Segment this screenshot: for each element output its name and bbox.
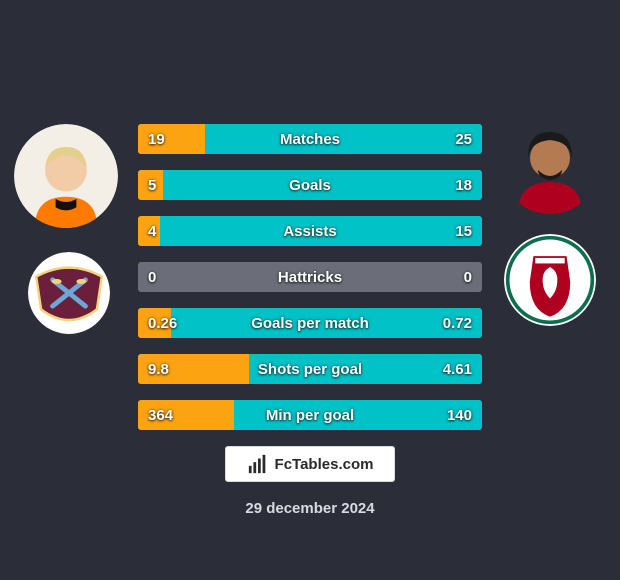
stat-label: Hattricks bbox=[138, 262, 482, 292]
value-left: 364 bbox=[138, 400, 183, 430]
value-right: 18 bbox=[445, 170, 482, 200]
stat-row-goals: Goals5 18 bbox=[138, 170, 482, 200]
value-left: 0 bbox=[138, 262, 166, 292]
stat-label: Assists bbox=[138, 216, 482, 246]
value-right: 4.61 bbox=[433, 354, 482, 384]
value-left: 9.8 bbox=[138, 354, 179, 384]
comparison-card: Jarrod Bowen vs Mohamed Salah Club compe… bbox=[0, 0, 620, 580]
stat-label: Matches bbox=[138, 124, 482, 154]
bars-icon bbox=[247, 453, 269, 475]
value-left: 5 bbox=[138, 170, 166, 200]
stat-label: Goals bbox=[138, 170, 482, 200]
value-right: 15 bbox=[445, 216, 482, 246]
value-right: 0 bbox=[454, 262, 482, 292]
player-left-avatar bbox=[14, 124, 118, 228]
value-left: 19 bbox=[138, 124, 175, 154]
stat-row-matches: Matches19 25 bbox=[138, 124, 482, 154]
stat-row-goals_per_match: Goals per match0.26 0.72 bbox=[138, 308, 482, 338]
stat-row-shots_per_goal: Shots per goal9.8 4.61 bbox=[138, 354, 482, 384]
player-right-avatar bbox=[500, 114, 600, 214]
stat-label: Goals per match bbox=[138, 308, 482, 338]
value-right: 0.72 bbox=[433, 308, 482, 338]
club-right-badge bbox=[504, 234, 596, 326]
club-left-badge bbox=[28, 252, 110, 334]
site-name: FcTables.com bbox=[275, 456, 374, 473]
value-right: 25 bbox=[445, 124, 482, 154]
stat-label: Min per goal bbox=[138, 400, 482, 430]
stat-row-assists: Assists4 15 bbox=[138, 216, 482, 246]
footer-date: 29 december 2024 bbox=[0, 500, 620, 517]
value-right: 140 bbox=[437, 400, 482, 430]
stat-label: Shots per goal bbox=[138, 354, 482, 384]
value-left: 0.26 bbox=[138, 308, 187, 338]
stats-chart: Matches19 25 Goals5 18 Assists4 15 Hattricks0 0… bbox=[138, 124, 482, 446]
site-badge: FcTables.com bbox=[225, 446, 395, 482]
value-left: 4 bbox=[138, 216, 166, 246]
stat-row-hattricks: Hattricks0 0 bbox=[138, 262, 482, 292]
footer: FcTables.com 29 december 2024 bbox=[0, 446, 620, 517]
stat-row-min_per_goal: Min per goal364 140 bbox=[138, 400, 482, 430]
